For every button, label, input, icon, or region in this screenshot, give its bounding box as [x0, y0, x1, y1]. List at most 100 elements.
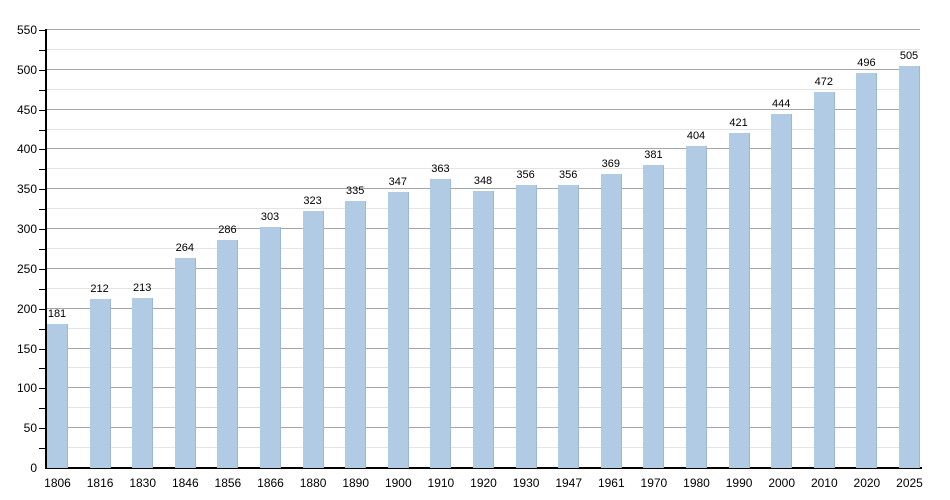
x-axis-label: 2010 [810, 476, 838, 490]
y-axis-tick [39, 129, 46, 131]
bar-value-label: 286 [218, 224, 237, 237]
bar-value-label: 348 [473, 174, 493, 187]
y-axis-tick [39, 30, 46, 31]
bar: 404 [686, 130, 707, 468]
bar: 381 [643, 149, 665, 468]
bar: 264 [174, 242, 196, 468]
x-axis-label: 1961 [597, 476, 625, 490]
y-axis-label: 0 [30, 461, 37, 475]
y-axis-tick [39, 49, 46, 51]
y-axis-tick [39, 189, 46, 191]
y-axis-tick [39, 308, 46, 310]
bar: 323 [302, 195, 324, 468]
y-axis-tick [39, 268, 46, 270]
x-axis-label: 1920 [470, 476, 497, 490]
y-axis-tick [39, 169, 46, 171]
bar-value-label: 404 [686, 130, 706, 143]
y-axis-label: 150 [16, 341, 37, 356]
bar-value-label: 356 [559, 168, 578, 181]
y-axis-tick [39, 428, 46, 430]
bar: 496 [856, 57, 878, 468]
bar: 444 [771, 98, 793, 468]
y-axis-tick [39, 229, 46, 231]
bar: 363 [430, 163, 452, 468]
major-gridline [47, 68, 920, 70]
y-axis-tick [39, 69, 46, 71]
y-axis-label: 550 [16, 23, 37, 37]
y-axis-tick [39, 448, 46, 450]
bar-value-label: 212 [90, 283, 109, 296]
bar: 348 [473, 175, 494, 468]
bar-value-label: 347 [388, 175, 407, 188]
minor-gridline [47, 168, 920, 170]
y-axis-tick [39, 288, 46, 290]
x-axis-label: 1900 [384, 476, 412, 490]
bar: 472 [813, 76, 835, 468]
bar-value-label: 444 [772, 98, 791, 111]
y-axis-tick [39, 328, 46, 330]
y-axis-label: 350 [16, 182, 37, 197]
bar: 213 [132, 282, 154, 468]
x-axis-label: 1880 [299, 476, 327, 490]
x-axis-label: 1806 [44, 476, 71, 490]
x-axis-label: 1990 [725, 476, 753, 490]
bar-value-label: 356 [516, 168, 535, 181]
major-gridline [47, 29, 920, 30]
y-axis-tick [39, 149, 46, 151]
bar-value-label: 505 [899, 49, 919, 62]
y-axis-tick [39, 348, 46, 350]
x-axis-label: 1910 [427, 476, 455, 490]
bar-value-label: 369 [601, 158, 620, 171]
x-axis-label: 2025 [896, 476, 923, 490]
y-axis-label: 500 [16, 62, 37, 77]
x-axis-label: 1947 [555, 476, 583, 490]
bar-value-label: 421 [729, 116, 748, 129]
bar-value-label: 472 [814, 76, 833, 89]
y-axis-label: 50 [23, 421, 37, 436]
bar: 505 [899, 50, 920, 468]
y-axis-tick [39, 89, 46, 91]
bar-value-label: 264 [175, 241, 194, 254]
plot-area: 181 1806 212 1816 213 1830 264 1846 286 1856 303 18… [44, 29, 923, 490]
bar: 356 [515, 169, 537, 468]
x-axis-line [45, 467, 922, 469]
y-axis-tick [39, 109, 46, 111]
bar: 369 [600, 158, 622, 468]
minor-gridline [47, 88, 920, 90]
bar: 286 [217, 224, 239, 468]
bar: 356 [558, 169, 580, 468]
bar: 335 [345, 185, 367, 468]
bar-value-label: 496 [857, 57, 876, 70]
bar: 421 [728, 117, 750, 468]
x-axis-label: 2000 [768, 476, 796, 490]
y-axis-tick [39, 368, 46, 370]
bar: 212 [89, 283, 111, 468]
y-axis-label: 100 [16, 381, 37, 396]
bar-value-label: 323 [303, 194, 322, 207]
major-gridline [47, 188, 920, 190]
x-axis-label: 1830 [129, 476, 157, 490]
x-axis-label: 1856 [214, 476, 242, 490]
minor-gridline [47, 48, 920, 50]
minor-gridline [47, 128, 920, 130]
bar-value-label: 181 [47, 307, 67, 320]
bar-value-label: 213 [133, 282, 152, 295]
y-axis-label: 300 [16, 222, 37, 237]
x-axis-label: 1816 [86, 476, 114, 490]
y-axis-tick [39, 249, 46, 250]
major-gridline [47, 148, 920, 150]
y-axis-label: 400 [16, 142, 37, 157]
x-axis-label: 2020 [853, 476, 881, 490]
x-axis-label: 1866 [257, 476, 284, 490]
x-axis-label: 1846 [171, 476, 199, 490]
major-gridline [47, 108, 920, 110]
x-axis-label: 1970 [640, 476, 668, 490]
y-axis-label: 200 [16, 301, 37, 316]
y-axis-line [45, 29, 47, 469]
x-axis-label: 1930 [512, 476, 540, 490]
y-axis-label: 250 [16, 261, 37, 276]
bar-value-label: 335 [346, 185, 365, 198]
bar: 181 [47, 308, 68, 468]
bar: 347 [387, 176, 409, 468]
